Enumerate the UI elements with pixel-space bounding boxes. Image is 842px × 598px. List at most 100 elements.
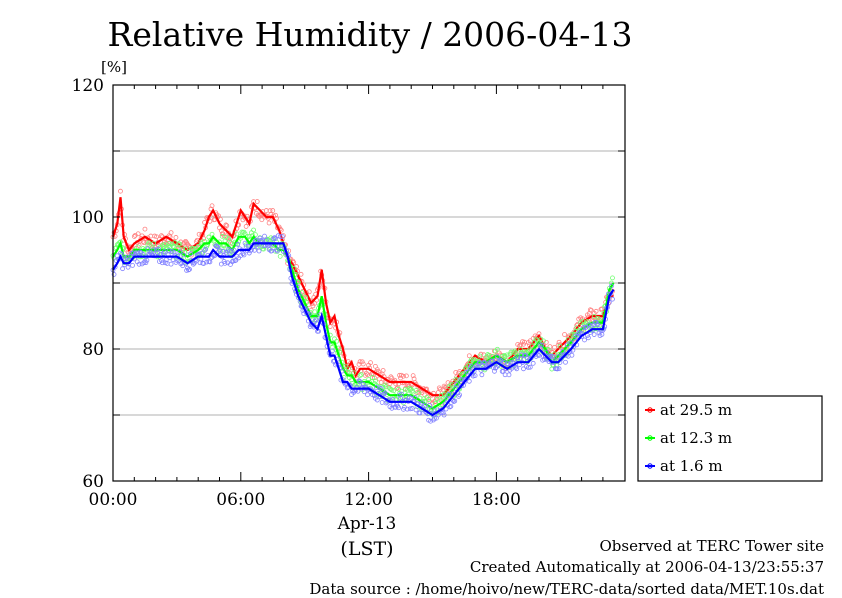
series-point	[610, 296, 615, 302]
series-point	[154, 234, 159, 240]
series-point	[564, 342, 570, 348]
series-point	[271, 236, 277, 242]
y-tick-label: 80	[82, 340, 104, 360]
legend-marker	[647, 463, 653, 469]
series-point	[417, 410, 423, 416]
series-point	[463, 369, 469, 375]
series-point	[356, 378, 362, 384]
series-point	[454, 381, 460, 387]
series-point	[380, 368, 386, 373]
series-point	[181, 252, 187, 258]
series-point	[183, 246, 189, 252]
series-point	[263, 237, 269, 243]
series-point	[530, 360, 536, 366]
series-point	[144, 257, 150, 263]
series-point	[327, 324, 333, 329]
series-point	[273, 212, 278, 218]
series-point	[381, 391, 387, 397]
series-point	[435, 412, 441, 418]
series-point	[269, 248, 275, 254]
series-point	[143, 260, 149, 266]
series-point	[521, 366, 526, 372]
series-point	[573, 333, 579, 339]
series-point	[550, 353, 556, 359]
series-point	[471, 357, 477, 362]
series-point	[203, 246, 209, 252]
chart-title: Relative Humidity / 2006-04-13	[108, 15, 633, 54]
series-point	[230, 258, 236, 264]
series-point	[303, 295, 309, 300]
series-point	[226, 230, 232, 236]
series-point	[227, 248, 232, 254]
series-point	[413, 407, 419, 413]
legend-marker	[647, 407, 653, 413]
series-point	[388, 374, 394, 380]
series-point	[334, 338, 340, 344]
series-line	[111, 197, 614, 397]
series-point	[372, 375, 377, 381]
series-point	[543, 339, 549, 345]
series-point	[374, 397, 380, 403]
series-point	[171, 249, 177, 255]
series-point	[204, 259, 210, 265]
series-point	[599, 332, 605, 337]
series-line	[112, 242, 615, 417]
y-tick-label: 100	[72, 208, 104, 228]
series-point	[526, 347, 532, 353]
series-point	[556, 366, 562, 372]
series-point	[130, 262, 135, 268]
series-point	[453, 386, 459, 391]
series-point	[497, 357, 503, 363]
series-point	[422, 403, 428, 408]
series-point	[274, 247, 279, 253]
series-point	[448, 403, 454, 409]
series-point	[525, 348, 531, 354]
series-point	[270, 208, 276, 213]
series-point	[472, 373, 478, 379]
series-point	[111, 272, 117, 277]
series-point	[466, 353, 472, 359]
series-point	[142, 226, 148, 232]
series-point	[209, 203, 215, 209]
series-point	[458, 377, 463, 382]
y-axis: 60 80 100 120	[72, 76, 625, 492]
series-point	[190, 261, 196, 267]
series-point	[506, 372, 512, 378]
series-point	[493, 365, 498, 371]
series-point	[195, 243, 201, 249]
series-point	[401, 373, 406, 379]
series-point	[251, 227, 256, 233]
series-point	[241, 252, 247, 258]
x-tick-label: 18:00	[472, 490, 521, 510]
legend-label: at 29.5 m	[660, 401, 732, 419]
y-axis-unit-label: [%]	[101, 58, 127, 76]
series-point	[161, 249, 167, 254]
series-point	[166, 241, 172, 246]
series-point	[529, 343, 535, 349]
series-point	[599, 306, 605, 312]
series-2	[110, 233, 615, 424]
series-point	[453, 376, 459, 382]
series-point	[370, 375, 375, 380]
series-point	[171, 244, 177, 250]
series-point	[262, 233, 267, 239]
series-point	[357, 379, 363, 385]
series-point	[223, 222, 229, 228]
series-point	[585, 333, 590, 338]
series-point	[378, 386, 384, 392]
series-point	[388, 386, 394, 392]
series-point	[357, 373, 363, 378]
x-timezone-label: (LST)	[340, 538, 393, 560]
series-point	[234, 231, 240, 237]
series-point	[266, 220, 272, 226]
legend-label: at 1.6 m	[660, 457, 723, 475]
series-point	[141, 240, 147, 246]
series-point	[466, 378, 472, 384]
series-point	[396, 405, 402, 411]
series-point	[554, 366, 560, 372]
series-point	[494, 354, 500, 360]
series-point	[174, 258, 180, 263]
x-tick-label: 12:00	[344, 490, 393, 510]
series-point	[427, 402, 432, 408]
series-point	[413, 388, 419, 393]
